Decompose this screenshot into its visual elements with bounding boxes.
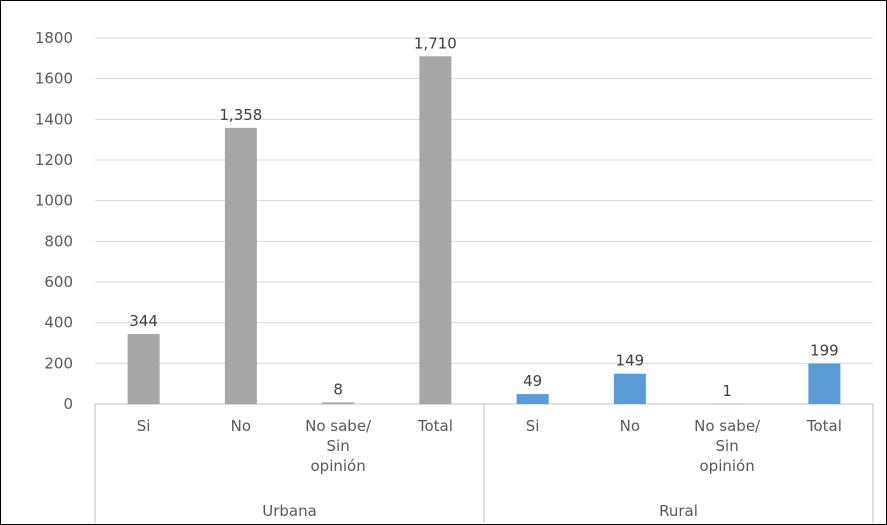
category-label-line: Total [806, 417, 842, 435]
y-tick-label: 600 [44, 273, 73, 291]
y-tick-label: 1200 [35, 151, 73, 169]
category-label-line: opinión [311, 457, 366, 475]
category-label-line: Si [526, 417, 540, 435]
category-label: No [620, 417, 640, 435]
category-label: Total [417, 417, 453, 435]
bar-urbana-0 [127, 334, 160, 404]
y-tick-label: 1000 [35, 192, 73, 210]
category-label: Si [137, 417, 151, 435]
y-tick-label: 0 [63, 395, 73, 413]
category-label-line: No [620, 417, 640, 435]
data-label: 49 [523, 372, 542, 390]
group-label-rural: Rural [659, 502, 698, 520]
bar-urbana-2 [322, 402, 355, 404]
category-label: No sabe/Sin opinión [305, 417, 372, 475]
category-label: Total [806, 417, 842, 435]
category-label: Si [526, 417, 540, 435]
bar-urbana-3 [419, 56, 452, 405]
data-label: 199 [810, 342, 839, 360]
data-label: 1,358 [219, 106, 262, 124]
data-label: 8 [333, 380, 343, 398]
y-tick-label: 400 [44, 314, 73, 332]
category-label-line: Si [137, 417, 151, 435]
data-label: 1 [722, 382, 732, 400]
bar-rural-0 [516, 394, 549, 404]
data-label: 1,710 [414, 34, 457, 52]
bar-rural-1 [613, 373, 646, 404]
y-tick-label: 1600 [35, 70, 73, 88]
category-label-line: Sin [327, 437, 350, 455]
category-label-line: Sin [716, 437, 739, 455]
data-label: 149 [616, 352, 645, 370]
category-label-line: Total [417, 417, 453, 435]
category-label-line: No sabe/ [305, 417, 372, 435]
data-label: 344 [129, 312, 158, 330]
group-label-urbana: Urbana [262, 502, 317, 520]
category-label-line: No [231, 417, 251, 435]
category-label: No [231, 417, 251, 435]
category-label-line: opinión [700, 457, 755, 475]
y-tick-label: 200 [44, 354, 73, 372]
bar-urbana-1 [224, 127, 257, 404]
bar-rural-3 [808, 363, 841, 404]
y-tick-label: 800 [44, 232, 73, 250]
y-tick-label: 1800 [35, 29, 73, 47]
y-tick-label: 1400 [35, 110, 73, 128]
category-label-line: No sabe/ [694, 417, 761, 435]
category-label: No sabe/Sin opinión [694, 417, 761, 475]
